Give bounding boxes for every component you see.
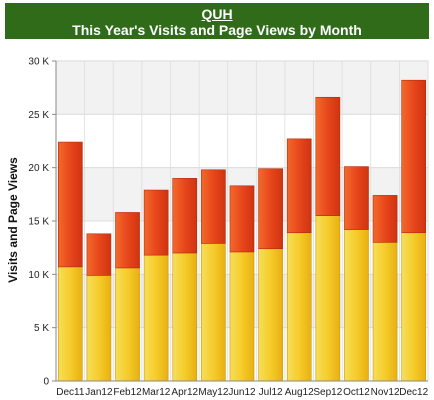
- bar-segment-bottom: [115, 267, 140, 382]
- y-tick-label: 25 K: [28, 110, 49, 121]
- y-tick-label: 0: [43, 377, 49, 388]
- bar-segment-bottom: [143, 254, 169, 382]
- bar-segment-top: [86, 233, 112, 276]
- chart-title: This Year's Visits and Page Views by Mon…: [72, 22, 362, 38]
- bar-segment-bottom: [57, 266, 83, 382]
- bar-segment-top: [143, 189, 169, 256]
- x-tick-label: Dec11: [56, 387, 85, 398]
- bar-segment-bottom: [401, 232, 427, 382]
- bar-chart: 0 5 K 10 K 15 K 20 K 25 K 30 K Dec11 Jan12 Feb12…: [6, 57, 429, 399]
- chart-header: QUH This Year's Visits and Page Views by…: [5, 3, 429, 39]
- y-tick-label: 30 K: [28, 57, 49, 68]
- bar-segment-bottom: [315, 215, 341, 382]
- y-tick-label: 15 K: [28, 217, 49, 228]
- x-tick-label: Jan12: [85, 387, 113, 398]
- x-tick-label: Nov12: [371, 387, 400, 398]
- bar-segment-top: [258, 168, 283, 250]
- bar-segment-bottom: [172, 252, 198, 382]
- bar-segment-bottom: [258, 248, 283, 382]
- bar-segment-bottom: [344, 229, 369, 382]
- y-axis: 0 5 K 10 K 15 K 20 K 25 K 30 K: [28, 57, 56, 388]
- x-tick-label: Sep12: [313, 387, 342, 398]
- plot-band: [56, 61, 428, 115]
- bar-segment-top: [315, 96, 341, 216]
- y-tick-label: 10 K: [28, 270, 49, 281]
- bar-segment-top: [401, 79, 427, 234]
- bar-segment-top: [286, 138, 312, 234]
- y-tick-label: 5 K: [34, 323, 49, 334]
- bar-segment-top: [229, 185, 255, 253]
- bar-segment-bottom: [201, 243, 226, 382]
- bar-segment-bottom: [229, 251, 255, 382]
- x-tick-label: Mar12: [142, 387, 171, 398]
- bar-segment-top: [172, 178, 198, 254]
- bar-segment-top: [57, 141, 83, 268]
- y-axis-label: Visits and Page Views: [6, 157, 20, 283]
- y-tick-label: 20 K: [28, 163, 49, 174]
- x-tick-label: Aug12: [285, 387, 314, 398]
- x-tick-label: Dec12: [399, 387, 428, 398]
- x-axis: Dec11 Jan12 Feb12 Mar12 Apr12 May12 Jun12 Jul12…: [56, 387, 428, 398]
- x-tick-label: Apr12: [171, 387, 198, 398]
- x-tick-label: Oct12: [343, 387, 370, 398]
- bar-segment-top: [201, 169, 226, 244]
- bar-segment-top: [115, 212, 140, 269]
- x-tick-label: May12: [198, 387, 228, 398]
- bar-segment-top: [344, 166, 369, 230]
- header-link[interactable]: QUH: [201, 6, 233, 22]
- bar-segment-bottom: [86, 275, 112, 382]
- x-tick-label: Feb12: [113, 387, 142, 398]
- x-tick-label: Jun12: [228, 387, 256, 398]
- x-tick-label: Jul12: [259, 387, 283, 398]
- bar-segment-bottom: [372, 242, 398, 382]
- bar-segment-top: [372, 195, 398, 243]
- bar-segment-bottom: [286, 232, 312, 382]
